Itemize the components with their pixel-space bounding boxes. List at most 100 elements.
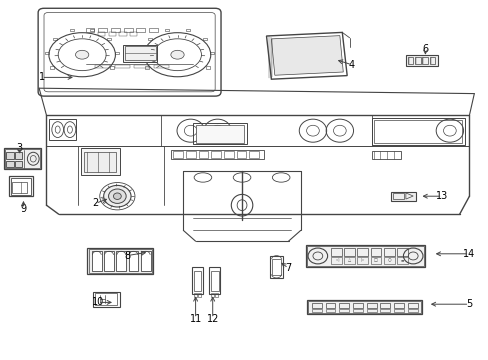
Bar (373, 120, 461, 143)
Bar (136, 28, 145, 32)
Bar (128, 251, 138, 271)
Text: 6: 6 (422, 44, 427, 54)
Bar (88, 249, 151, 273)
Bar (81, 148, 120, 175)
Bar (366, 309, 376, 312)
FancyBboxPatch shape (38, 8, 221, 96)
Bar (270, 256, 282, 278)
Bar (90, 29, 94, 31)
Text: ≡: ≡ (400, 258, 404, 263)
Bar (422, 57, 427, 64)
Bar (236, 151, 246, 158)
Bar (193, 271, 201, 291)
Text: 1: 1 (39, 72, 44, 82)
Bar (325, 303, 335, 308)
Bar (185, 29, 189, 31)
Bar (115, 52, 119, 54)
Bar (352, 309, 362, 312)
Bar (165, 29, 169, 31)
Bar (141, 251, 150, 271)
Text: 11: 11 (189, 314, 202, 324)
Text: △: △ (347, 258, 350, 263)
Polygon shape (266, 32, 346, 79)
Bar (116, 251, 126, 271)
Bar (53, 37, 57, 40)
Bar (49, 119, 76, 140)
Bar (6, 152, 14, 159)
Bar (193, 123, 246, 144)
Bar (4, 148, 41, 169)
Text: 13: 13 (435, 191, 448, 201)
Bar (407, 57, 412, 64)
Bar (352, 303, 362, 308)
Bar (210, 52, 214, 54)
Text: 7: 7 (285, 263, 291, 273)
Text: 14: 14 (462, 249, 475, 259)
Bar (357, 248, 367, 256)
Ellipse shape (108, 189, 126, 203)
Text: □: □ (373, 258, 377, 263)
Text: ◁: ◁ (334, 258, 337, 263)
Bar (95, 65, 110, 68)
Bar (98, 32, 105, 36)
Bar (192, 267, 203, 294)
Bar (84, 152, 116, 172)
Bar (393, 309, 403, 312)
Bar (85, 28, 94, 32)
Bar (173, 151, 183, 158)
Text: 8: 8 (124, 251, 130, 261)
Bar (383, 248, 394, 256)
Bar (339, 309, 348, 312)
Bar (407, 303, 417, 308)
Bar (95, 293, 117, 305)
Text: 4: 4 (348, 60, 354, 70)
Bar (210, 271, 218, 291)
Text: ○: ○ (386, 258, 390, 263)
Bar (194, 293, 197, 297)
Bar (11, 178, 31, 195)
Bar (380, 309, 389, 312)
Bar (93, 292, 120, 307)
Bar (15, 152, 22, 159)
Bar (396, 248, 407, 256)
Bar (371, 151, 400, 159)
Bar (215, 293, 218, 297)
Bar (306, 246, 424, 266)
Bar (123, 45, 157, 62)
Text: 10: 10 (91, 297, 104, 307)
Bar (371, 118, 464, 145)
Bar (380, 303, 389, 308)
Bar (339, 303, 348, 308)
Bar (92, 251, 102, 271)
Bar (70, 29, 74, 31)
Bar (125, 46, 155, 60)
Bar (306, 300, 421, 314)
Text: 12: 12 (206, 314, 219, 324)
Text: 2: 2 (92, 198, 98, 208)
Bar (12, 182, 27, 193)
Bar (305, 245, 425, 267)
Bar (209, 267, 220, 294)
Bar (123, 28, 132, 32)
Bar (154, 65, 168, 68)
Bar (15, 161, 22, 167)
Bar (330, 257, 341, 264)
Bar (392, 193, 403, 199)
Bar (5, 149, 40, 168)
Bar (195, 125, 244, 143)
Bar (311, 309, 321, 312)
Ellipse shape (170, 50, 184, 59)
Bar (145, 67, 149, 69)
Bar (185, 151, 195, 158)
Bar (211, 293, 214, 297)
Text: 5: 5 (466, 299, 471, 309)
Bar (171, 150, 264, 159)
Bar (344, 248, 354, 256)
Bar (325, 309, 335, 312)
Bar (141, 52, 144, 54)
Bar (148, 37, 152, 40)
Bar (393, 303, 403, 308)
Bar (104, 251, 114, 271)
Bar (370, 257, 381, 264)
Bar (330, 248, 341, 256)
